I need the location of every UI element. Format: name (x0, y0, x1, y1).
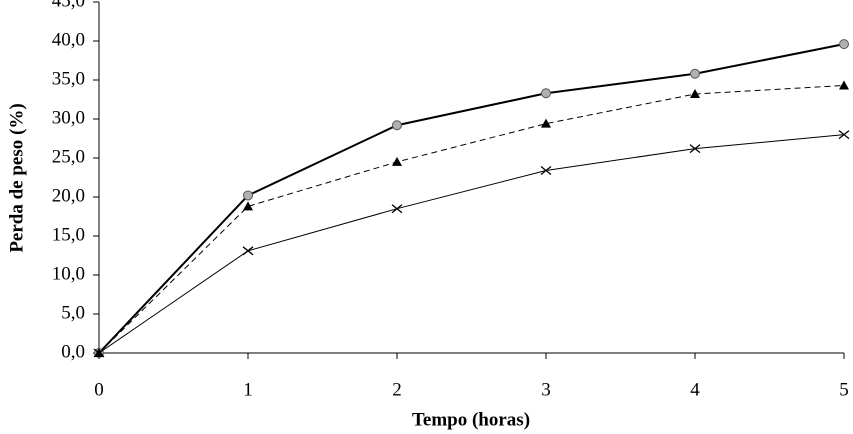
marker (839, 39, 849, 50)
x-tick-label: 3 (541, 379, 551, 400)
marker (392, 156, 402, 166)
marker (391, 204, 403, 214)
marker (690, 68, 700, 79)
y-axis-title: Perda de peso (%) (6, 103, 27, 252)
marker (839, 80, 849, 90)
marker (689, 144, 701, 154)
x-axis-title: Tempo (horas) (412, 409, 530, 430)
series-line (98, 43, 845, 354)
marker (93, 348, 105, 358)
x-tick-label: 0 (94, 379, 104, 400)
marker (242, 246, 254, 256)
y-tick-label: 40,0 (52, 29, 85, 50)
x-tick-label: 5 (839, 379, 849, 400)
series-line (98, 84, 845, 354)
marker (541, 118, 551, 128)
marker (392, 120, 402, 131)
marker (541, 88, 551, 99)
y-tick-label: 15,0 (52, 224, 85, 245)
y-tick-label: 30,0 (52, 107, 85, 128)
y-tick-label: 0,0 (61, 341, 85, 362)
marker (243, 201, 253, 211)
series-line (98, 134, 845, 354)
marker (243, 190, 253, 201)
y-tick-label: 25,0 (52, 146, 85, 167)
y-tick-label: 20,0 (52, 185, 85, 206)
marker (838, 130, 850, 140)
y-tick-label: 5,0 (61, 302, 85, 323)
marker (540, 165, 552, 175)
x-tick-label: 2 (392, 379, 402, 400)
y-tick-label: 10,0 (52, 263, 85, 284)
x-tick-label: 4 (690, 379, 700, 400)
marker (690, 89, 700, 99)
y-tick-label: 35,0 (52, 68, 85, 89)
y-tick-label: 45,0 (52, 0, 85, 11)
x-tick-label: 1 (243, 379, 253, 400)
